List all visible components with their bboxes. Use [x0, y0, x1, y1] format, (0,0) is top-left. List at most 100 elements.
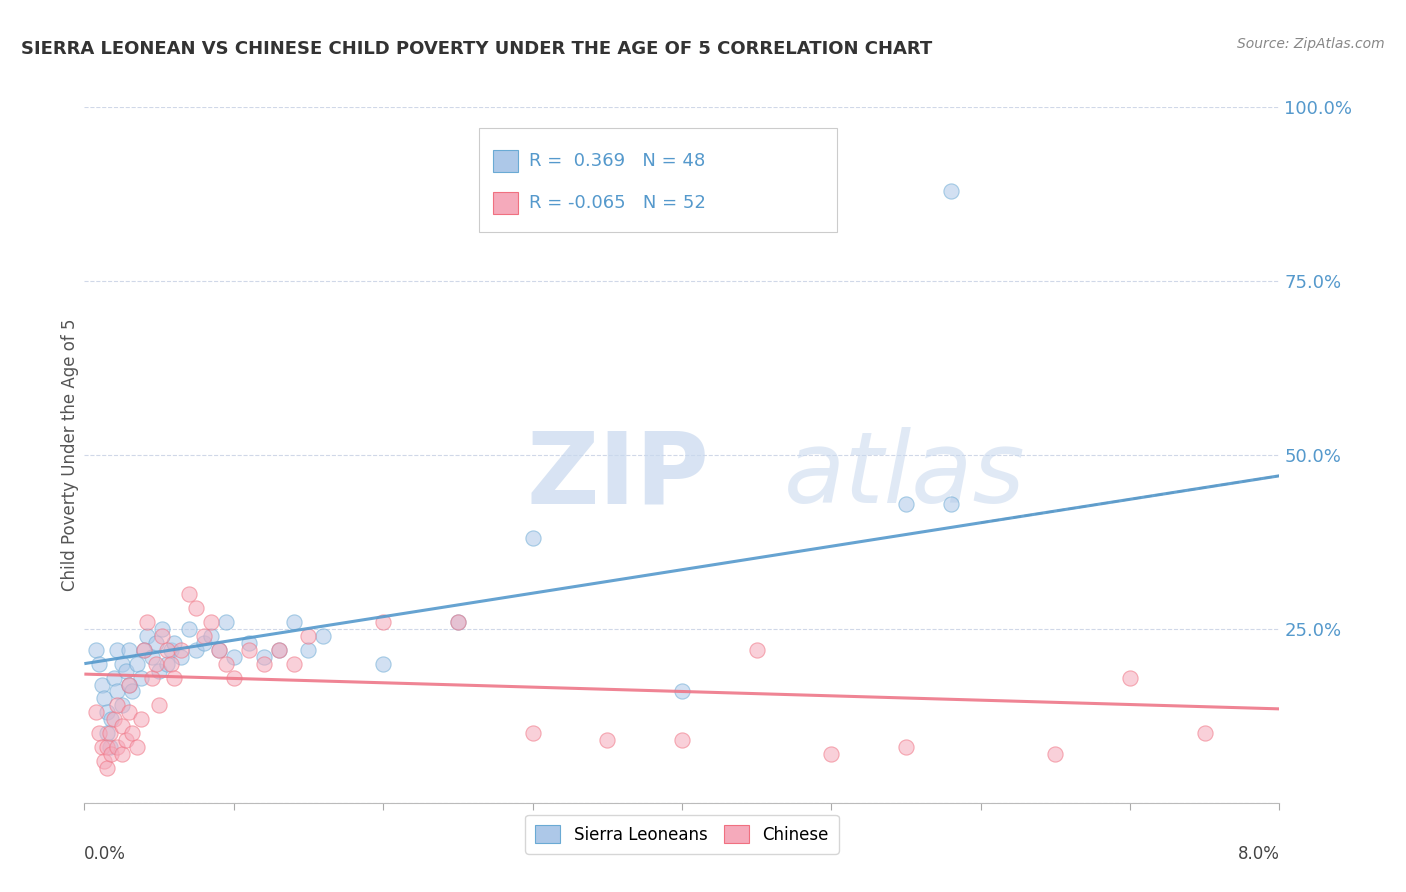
Point: [267, 642, 290, 657]
Point: [150, 622, 173, 636]
Point: [150, 629, 173, 643]
Legend: Sierra Leoneans, Chinese: Sierra Leoneans, Chinese: [526, 815, 838, 854]
Point: [177, 622, 200, 636]
Point: [98, 740, 121, 755]
Point: [170, 642, 193, 657]
Text: R = -0.065   N = 52: R = -0.065 N = 52: [530, 194, 706, 212]
Point: [121, 726, 143, 740]
Text: 8.0%: 8.0%: [1237, 845, 1279, 863]
Point: [222, 671, 245, 685]
Point: [186, 642, 208, 657]
Point: [200, 629, 222, 643]
Point: [125, 740, 148, 755]
Point: [215, 657, 238, 671]
Point: [297, 642, 319, 657]
Point: [115, 733, 138, 747]
Text: ZIP: ZIP: [527, 427, 710, 524]
Point: [447, 615, 470, 629]
Point: [1119, 671, 1142, 685]
Text: Source: ZipAtlas.com: Source: ZipAtlas.com: [1237, 37, 1385, 52]
Point: [129, 671, 152, 685]
Point: [98, 726, 121, 740]
Text: R =  0.369   N = 48: R = 0.369 N = 48: [530, 153, 706, 170]
Point: [86, 642, 108, 657]
Point: [111, 747, 134, 761]
Text: 0.0%: 0.0%: [84, 845, 127, 863]
Point: [163, 636, 186, 650]
Point: [100, 747, 122, 761]
Point: [148, 698, 170, 713]
Point: [193, 629, 215, 643]
Point: [163, 671, 186, 685]
Point: [267, 642, 290, 657]
Point: [115, 664, 138, 678]
Point: [100, 712, 122, 726]
Point: [141, 671, 163, 685]
Point: [238, 642, 260, 657]
Point: [312, 629, 335, 643]
Point: [103, 712, 125, 726]
Point: [111, 698, 134, 713]
Point: [93, 754, 115, 768]
Point: [297, 629, 319, 643]
Point: [91, 677, 114, 691]
Point: [208, 642, 231, 657]
Point: [894, 497, 917, 511]
Point: [111, 719, 134, 733]
Point: [894, 740, 917, 755]
Point: [118, 706, 141, 720]
Point: [745, 642, 768, 657]
Point: [103, 671, 125, 685]
Point: [118, 677, 141, 691]
Point: [253, 649, 276, 664]
Point: [145, 657, 167, 671]
Point: [373, 615, 395, 629]
Point: [141, 649, 163, 664]
Point: [596, 733, 619, 747]
Point: [170, 649, 193, 664]
Point: [193, 636, 215, 650]
Point: [1045, 747, 1067, 761]
Point: [222, 649, 245, 664]
Point: [121, 684, 143, 698]
Point: [373, 657, 395, 671]
Point: [186, 601, 208, 615]
Y-axis label: Child Poverty Under the Age of 5: Child Poverty Under the Age of 5: [62, 318, 80, 591]
Point: [160, 657, 183, 671]
Point: [145, 636, 167, 650]
Point: [105, 684, 128, 698]
Point: [215, 615, 238, 629]
Point: [522, 532, 544, 546]
Point: [155, 657, 177, 671]
Text: SIERRA LEONEAN VS CHINESE CHILD POVERTY UNDER THE AGE OF 5 CORRELATION CHART: SIERRA LEONEAN VS CHINESE CHILD POVERTY …: [21, 40, 932, 58]
Point: [177, 587, 200, 601]
Point: [200, 615, 222, 629]
Point: [93, 691, 115, 706]
Point: [86, 706, 108, 720]
Point: [939, 497, 962, 511]
Point: [118, 677, 141, 691]
Point: [105, 698, 128, 713]
Point: [283, 657, 305, 671]
Point: [89, 726, 111, 740]
Point: [208, 642, 231, 657]
Point: [129, 712, 152, 726]
Point: [939, 184, 962, 198]
Point: [136, 629, 159, 643]
Point: [253, 657, 276, 671]
Point: [96, 726, 118, 740]
Point: [283, 615, 305, 629]
Point: [91, 740, 114, 755]
Point: [238, 636, 260, 650]
Point: [105, 642, 128, 657]
Point: [820, 747, 842, 761]
Point: [111, 657, 134, 671]
Point: [89, 657, 111, 671]
Point: [136, 615, 159, 629]
Point: [118, 642, 141, 657]
Point: [96, 706, 118, 720]
Point: [447, 615, 470, 629]
Point: [522, 726, 544, 740]
Point: [671, 733, 693, 747]
Point: [132, 642, 156, 657]
